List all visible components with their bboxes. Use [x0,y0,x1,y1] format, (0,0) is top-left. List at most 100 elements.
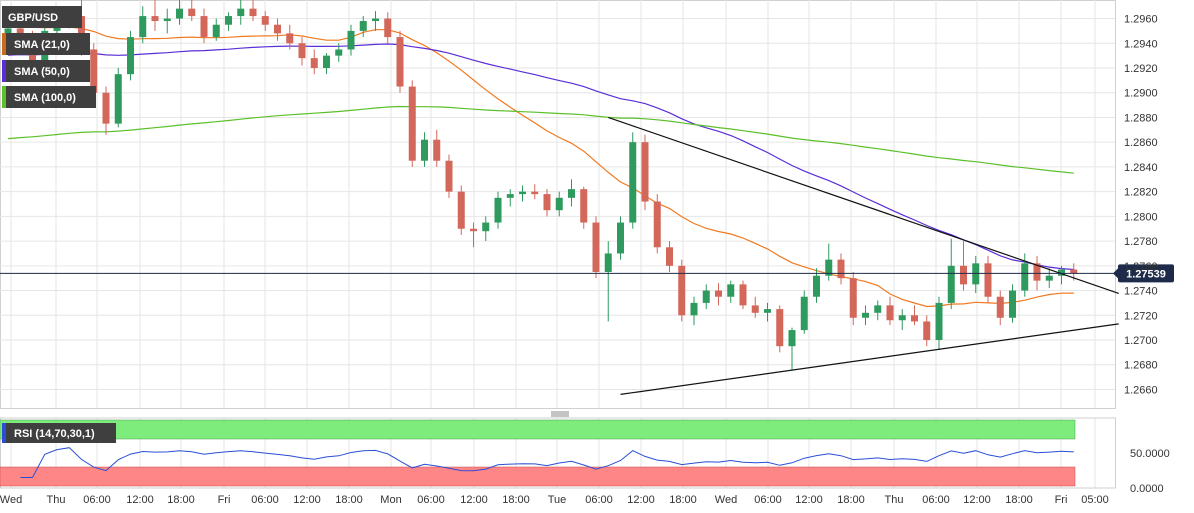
rsi-tick-label: 0.0000 [1130,483,1164,495]
price-tick-label: 1.2740 [1124,286,1158,298]
time-tick-label: Wed [715,494,737,506]
candle-body [359,21,367,31]
rsi-tag: RSI (14,70,30,1) [2,423,116,443]
candle-body [874,305,882,313]
candle [715,283,722,306]
candle-body [335,49,343,56]
candle-body [347,30,355,50]
candle-body [78,16,85,50]
candle [359,16,367,38]
candle-body [727,284,735,297]
price-tick-label: 1.2900 [1124,88,1158,100]
candle [249,0,257,22]
sma21-label: SMA (21,0) [14,39,70,51]
candle [408,80,416,167]
sma50-tag: SMA (50,0) [2,60,90,82]
price-tick-label: 1.2940 [1124,38,1158,50]
sma-lines [7,24,1074,308]
candle [617,216,624,260]
candle-body [237,8,245,17]
candle-body [666,247,673,266]
rsi-line [20,447,1074,478]
candle-body [470,228,477,232]
pane-resize-handle[interactable] [549,410,571,418]
time-tick-label: Thu [47,494,66,506]
candle [200,8,208,44]
candle [102,86,110,135]
candle [886,296,894,326]
candle [690,296,698,326]
time-tick-label: Mon [380,494,401,506]
candle-body [1033,263,1041,281]
trendline-ascending[interactable] [620,323,1119,395]
candle [898,309,906,331]
sma21-tag: SMA (21,0) [2,33,90,55]
candle-body [298,43,306,59]
candle-body [617,222,624,254]
price-tick-label: 1.2720 [1124,310,1158,322]
time-tick-label: 12:00 [460,494,488,506]
candle [457,185,465,235]
rsi-pane: 50.0000 0.0000 [0,417,1170,495]
candle [335,43,343,62]
candle-body [200,16,208,38]
candle-body [310,58,318,68]
trendlines [608,116,1119,395]
candle-body [960,265,967,285]
candle [139,6,147,44]
candle [666,241,673,272]
candle [788,327,796,370]
candle [592,216,600,279]
candle-body [690,302,698,316]
candle-body [482,222,490,232]
candle-body [102,92,110,124]
candle [776,305,784,353]
candle-body [396,37,404,87]
candle [225,12,232,31]
candle [1009,284,1016,323]
candle-body [1009,290,1016,318]
candle-body [139,16,147,38]
candle-body [531,191,539,195]
price-tick-label: 1.2800 [1124,211,1158,223]
time-tick-label: 12:00 [293,494,321,506]
candle [531,184,539,200]
candle-body [947,265,955,303]
candle [862,305,869,326]
candle [972,255,980,294]
candle-body [163,18,171,22]
candle [274,18,281,41]
rsi-tick-label: 50.0000 [1130,448,1170,460]
time-tick-label: Fri [1055,494,1068,506]
candle-body [702,290,710,303]
candle [176,0,183,25]
time-tick-label: 06:00 [922,494,950,506]
candle [641,134,649,211]
candle-body [506,194,514,198]
candle [506,189,514,207]
candle-body [323,55,330,68]
time-tick-label: 12:00 [963,494,991,506]
candle [960,241,967,291]
price-tick-label: 1.2880 [1124,112,1158,124]
candle [837,253,845,285]
price-tick-label: 1.2820 [1124,187,1158,199]
candle [555,191,563,217]
candle-body [653,201,661,248]
trendline-descending[interactable] [608,116,1119,294]
candle [384,12,392,44]
candle [996,290,1004,326]
candle [739,280,747,310]
candle-body [372,18,379,22]
candle-body [837,259,845,279]
candle [543,189,551,217]
candle-body [519,191,526,195]
price-axis: 1.2960 1.2940 1.2920 1.2900 1.2880 1.2860 1.28… [1124,14,1158,397]
candle-body [433,139,441,161]
candle-body [249,8,257,17]
candle [433,129,441,167]
candle-body [384,18,392,38]
candle [604,241,612,322]
candle [825,243,833,281]
